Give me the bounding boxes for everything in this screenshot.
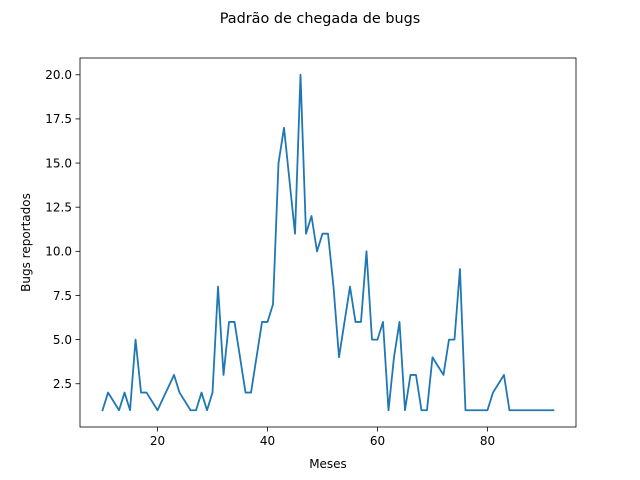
series-line-0 bbox=[101, 73, 555, 412]
y-axis-ticks: 2.5 5.0 7.5 10.0 12.5 15.0 17.5 20.0 bbox=[45, 68, 80, 391]
y-tick-label: 12.5 bbox=[45, 200, 72, 214]
y-axis-label: Bugs reportados bbox=[19, 193, 33, 292]
x-axis-label: Meses bbox=[309, 457, 347, 471]
x-tick-label: 60 bbox=[370, 434, 385, 448]
plot-area bbox=[101, 73, 555, 412]
y-tick-label: 2.5 bbox=[53, 377, 72, 391]
x-tick-label: 80 bbox=[480, 434, 495, 448]
axes-frame bbox=[79, 57, 577, 428]
y-tick-label: 7.5 bbox=[53, 289, 72, 303]
y-tick-label: 5.0 bbox=[53, 333, 72, 347]
x-tick-label: 20 bbox=[150, 434, 165, 448]
x-axis-ticks: 20 40 60 80 bbox=[150, 427, 495, 448]
chart-title: Padrão de chegada de bugs bbox=[220, 11, 420, 27]
x-tick-label: 40 bbox=[260, 434, 275, 448]
y-tick-label: 20.0 bbox=[45, 68, 72, 82]
y-tick-label: 17.5 bbox=[45, 112, 72, 126]
y-tick-label: 15.0 bbox=[45, 156, 72, 170]
y-tick-label: 10.0 bbox=[45, 245, 72, 259]
